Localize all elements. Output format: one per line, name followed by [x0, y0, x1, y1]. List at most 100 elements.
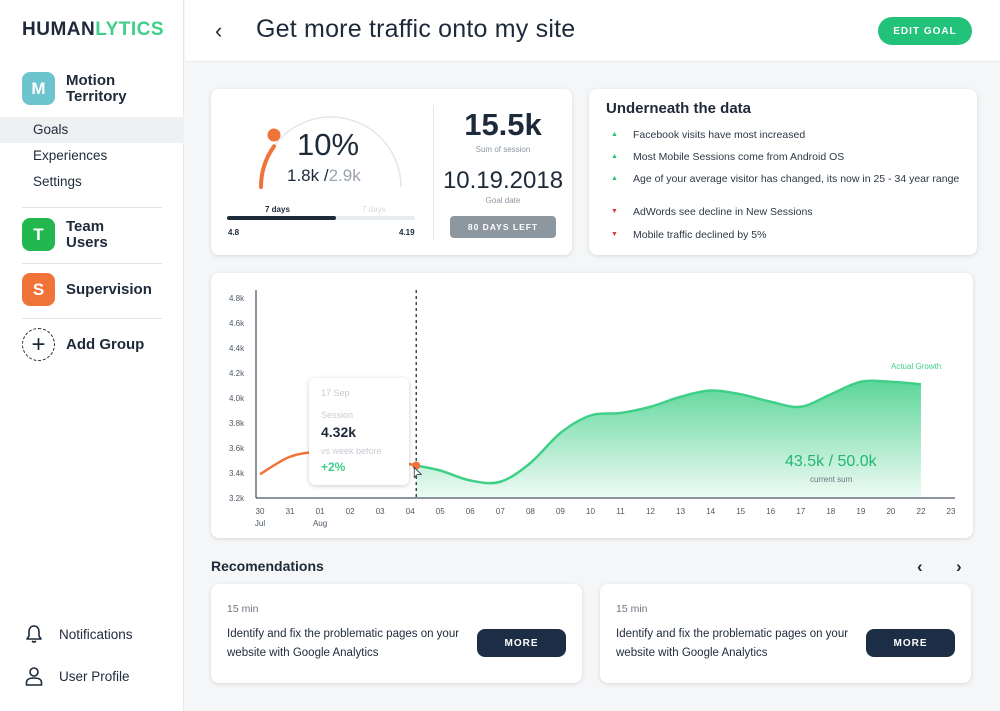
x-tick-label: 07	[496, 507, 505, 516]
triangle-up-icon: ▲	[611, 175, 618, 182]
tooltip-date: 17 Sep	[321, 388, 350, 398]
back-chevron-icon[interactable]: ‹	[215, 18, 223, 43]
sidebar-item-goals[interactable]: Goals	[0, 117, 184, 143]
triangle-up-icon: ▲	[611, 131, 618, 138]
x-tick-label: 31	[286, 507, 295, 516]
group-label: Supervision	[66, 280, 152, 298]
add-group-label: Add Group	[66, 335, 145, 353]
sidebar-item-experiences[interactable]: Experiences	[33, 148, 108, 163]
goal-date-caption: Goal date	[485, 196, 521, 205]
x-tick-label: 18	[826, 507, 835, 516]
x-tick-label: 03	[376, 507, 385, 516]
x-sub-label: Jul	[255, 519, 265, 528]
page-title: Get more traffic onto my site	[256, 15, 576, 43]
x-tick-label: 11	[616, 507, 625, 516]
x-tick-label: 17	[796, 507, 805, 516]
y-tick-label: 3.6k	[229, 444, 245, 453]
insight-item: ▼ Mobile traffic declined by 5%	[611, 229, 767, 241]
insights-card: Underneath the data ▲ Facebook visits hav…	[589, 89, 977, 255]
goal-progress-fill	[227, 216, 337, 220]
x-tick-label: 15	[736, 507, 745, 516]
x-tick-label: 06	[466, 507, 475, 516]
sidebar-item-settings[interactable]: Settings	[33, 174, 82, 189]
x-tick-label: 19	[856, 507, 865, 516]
more-button[interactable]: MORE	[477, 629, 566, 657]
tooltip-change: +2%	[321, 460, 346, 474]
sidebar: HUMANLYTICS M Motion Territory Goals Exp…	[0, 0, 184, 711]
chart-tooltip: 17 Sep Session 4.32k vs week before +2%	[309, 378, 409, 485]
goal-ratio: 1.8k /2.9k	[287, 166, 361, 185]
group-team-users[interactable]: T Team Users	[22, 218, 108, 251]
x-tick-label: 01	[316, 507, 325, 516]
x-tick-label: 12	[646, 507, 655, 516]
bell-icon	[26, 625, 42, 643]
days-left-badge: 80 DAYS LEFT	[450, 216, 556, 238]
group-supervision[interactable]: S Supervision	[22, 273, 152, 306]
divider	[22, 207, 162, 208]
group-label: Motion Territory	[66, 71, 127, 105]
next-chevron-icon[interactable]: ›	[956, 557, 962, 576]
more-button[interactable]: MORE	[866, 629, 955, 657]
sum-caption: Sum of session	[475, 145, 531, 154]
edit-goal-button[interactable]: EDIT GOAL	[878, 17, 972, 45]
group-motion-territory[interactable]: M Motion Territory	[22, 72, 127, 105]
plus-icon: +	[22, 328, 55, 361]
traffic-chart-card: 4.8k 4.6k 4.4k 4.2k 4.0k 3.8k 3.6k 3.4k 3.2k 30 31…	[211, 273, 973, 538]
x-tick-label: 02	[346, 507, 355, 516]
x-tick-label: 16	[766, 507, 775, 516]
x-tick-label: 09	[556, 507, 565, 516]
x-tick-label: 22	[917, 507, 926, 516]
user-profile-link[interactable]: User Profile	[24, 666, 130, 686]
y-tick-label: 4.6k	[229, 319, 245, 328]
divider	[433, 105, 434, 240]
x-tick-label: 14	[706, 507, 715, 516]
x-tick-label: 08	[526, 507, 535, 516]
insight-item: ▲ Age of your average visitor has changed…	[611, 173, 960, 185]
growth-label: Actual Growth	[891, 362, 942, 371]
y-tick-label: 3.4k	[229, 469, 245, 478]
x-tick-label: 05	[436, 507, 445, 516]
divider	[22, 263, 162, 264]
x-tick-label: 30	[256, 507, 265, 516]
tooltip-value: 4.32k	[321, 424, 357, 440]
group-avatar: S	[22, 273, 55, 306]
y-tick-label: 4.0k	[229, 394, 245, 403]
goal-gauge	[258, 116, 402, 189]
divider	[22, 318, 162, 319]
notifications-link[interactable]: Notifications	[24, 624, 133, 644]
series-line-1	[415, 379, 922, 485]
add-group-button[interactable]: + Add Group	[22, 328, 144, 361]
remaining-days-label: 7 days	[362, 205, 386, 214]
rec-text: Identify and fix the problematic pages o…	[616, 628, 849, 659]
cursor-icon	[413, 466, 423, 479]
insights-title: Underneath the data	[606, 100, 752, 117]
y-tick-label: 3.2k	[229, 494, 245, 503]
goal-card: 10% 1.8k /2.9k 7 days 7 days 4.8 4.19 15…	[211, 89, 572, 255]
triangle-up-icon: ▲	[611, 153, 618, 160]
insight-item: ▲ Facebook visits have most increased	[611, 129, 806, 141]
traffic-chart[interactable]: 4.8k 4.6k 4.4k 4.2k 4.0k 3.8k 3.6k 3.4k 3.2k 30 31…	[211, 273, 973, 538]
prev-chevron-icon[interactable]: ‹	[917, 557, 923, 576]
goal-progress-bar	[227, 216, 415, 220]
logo[interactable]: HUMANLYTICS	[22, 19, 165, 40]
rec-time: 15 min	[227, 603, 259, 615]
triangle-down-icon: ▼	[611, 208, 618, 215]
start-date: 4.8	[228, 228, 240, 237]
recommendation-card: 15 min Identify and fix the problematic …	[211, 584, 582, 683]
insight-item: ▼ AdWords see decline in New Sessions	[611, 206, 813, 218]
current-sum: 43.5k / 50.0k	[785, 453, 877, 470]
recommendation-card: 15 min Identify and fix the problematic …	[600, 584, 971, 683]
rec-time: 15 min	[616, 603, 648, 615]
x-sub-label: Aug	[313, 519, 327, 528]
header: ‹ Get more traffic onto my site EDIT GOA…	[185, 0, 1000, 62]
tooltip-vs-label: vs week before	[321, 446, 382, 456]
y-tick-label: 4.4k	[229, 344, 245, 353]
growth-area	[416, 380, 921, 498]
y-tick-label: 4.2k	[229, 369, 245, 378]
elapsed-days-label: 7 days	[265, 205, 290, 214]
x-tick-label: 13	[676, 507, 685, 516]
user-icon	[25, 667, 43, 686]
insight-item: ▲ Most Mobile Sessions come from Android …	[611, 151, 845, 163]
recommendations-title: Recomendations	[211, 558, 324, 574]
y-tick-label: 3.8k	[229, 419, 245, 428]
